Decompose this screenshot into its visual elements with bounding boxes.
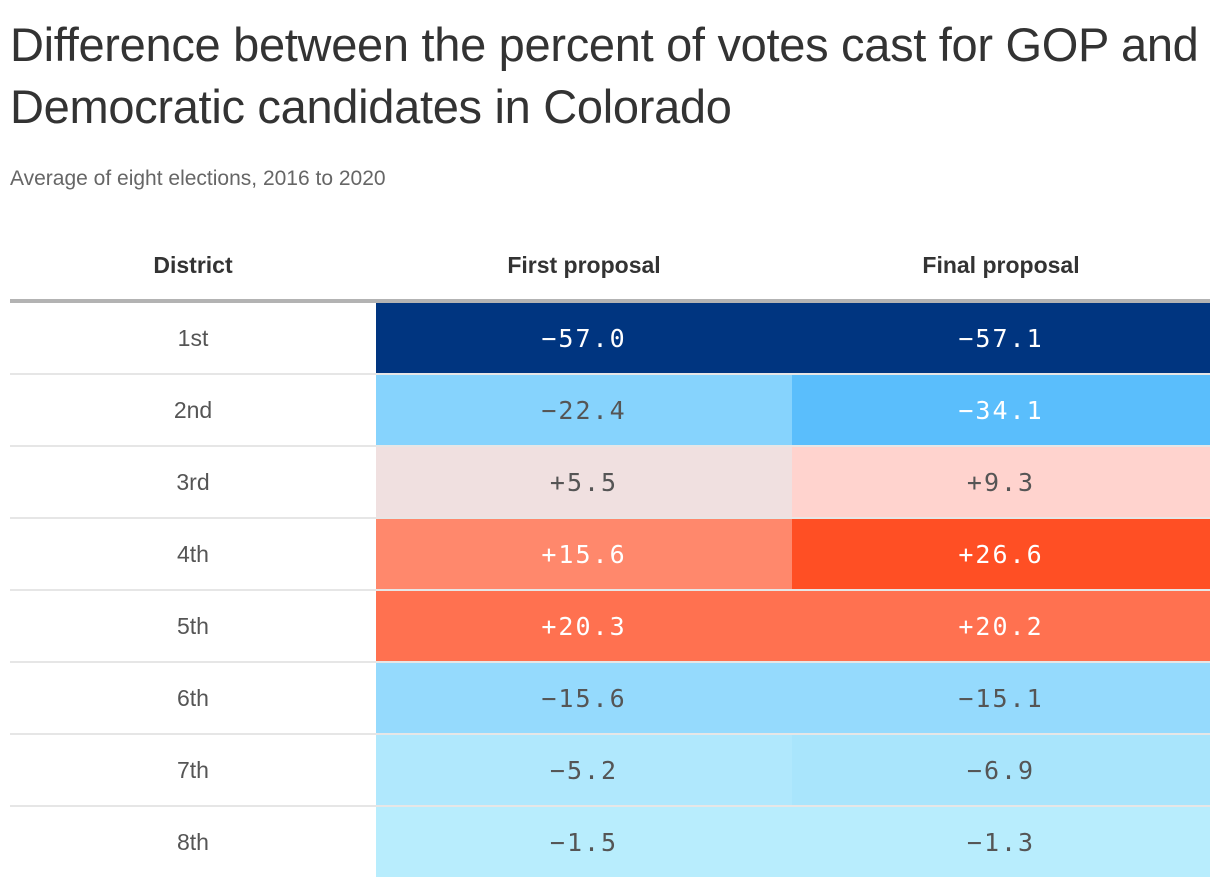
district-label: 8th (177, 828, 209, 855)
final-proposal-cell: +9.3 (792, 447, 1210, 517)
final-proposal-cell: +26.6 (792, 519, 1210, 589)
district-label: 7th (177, 756, 209, 783)
column-header-first-proposal: First proposal (507, 252, 661, 278)
table-row: 5th +20.3 +20.2 (10, 591, 1210, 663)
first-proposal-cell: −22.4 (376, 375, 792, 445)
final-proposal-cell: −57.1 (792, 303, 1210, 373)
final-proposal-cell: +20.2 (792, 591, 1210, 661)
table-header: District First proposal Final proposal (10, 232, 1210, 303)
district-label: 2nd (173, 396, 213, 423)
first-proposal-cell: −5.2 (376, 735, 792, 805)
table-row: 7th −5.2 −6.9 (10, 735, 1210, 807)
district-label: 5th (177, 612, 209, 639)
district-label: 4th (177, 540, 209, 567)
table-row: 2nd −22.4 −34.1 (10, 375, 1210, 447)
first-proposal-cell: −1.5 (376, 807, 792, 877)
chart-subtitle: Average of eight elections, 2016 to 2020 (10, 167, 386, 190)
first-proposal-cell: −15.6 (376, 663, 792, 733)
table-row: 8th −1.5 −1.3 (10, 807, 1210, 877)
final-proposal-cell: −34.1 (792, 375, 1210, 445)
district-label: 6th (177, 684, 209, 711)
district-label: 3rd (176, 468, 210, 495)
table-row: 1st −57.0 −57.1 (10, 303, 1210, 375)
final-proposal-cell: −6.9 (792, 735, 1210, 805)
final-proposal-cell: −15.1 (792, 663, 1210, 733)
chart-title: Difference between the percent of votes … (10, 18, 1199, 133)
first-proposal-cell: −57.0 (376, 303, 792, 373)
data-table: District First proposal Final proposal 1… (10, 232, 1210, 877)
first-proposal-cell: +5.5 (376, 447, 792, 517)
table-row: 6th −15.6 −15.1 (10, 663, 1210, 735)
table-row: 4th +15.6 +26.6 (10, 519, 1210, 591)
column-header-final-proposal: Final proposal (922, 252, 1080, 278)
final-proposal-cell: −1.3 (792, 807, 1210, 877)
table-row: 3rd +5.5 +9.3 (10, 447, 1210, 519)
district-label: 1st (177, 324, 209, 351)
column-header-district: District (153, 252, 233, 278)
first-proposal-cell: +15.6 (376, 519, 792, 589)
first-proposal-cell: +20.3 (376, 591, 792, 661)
